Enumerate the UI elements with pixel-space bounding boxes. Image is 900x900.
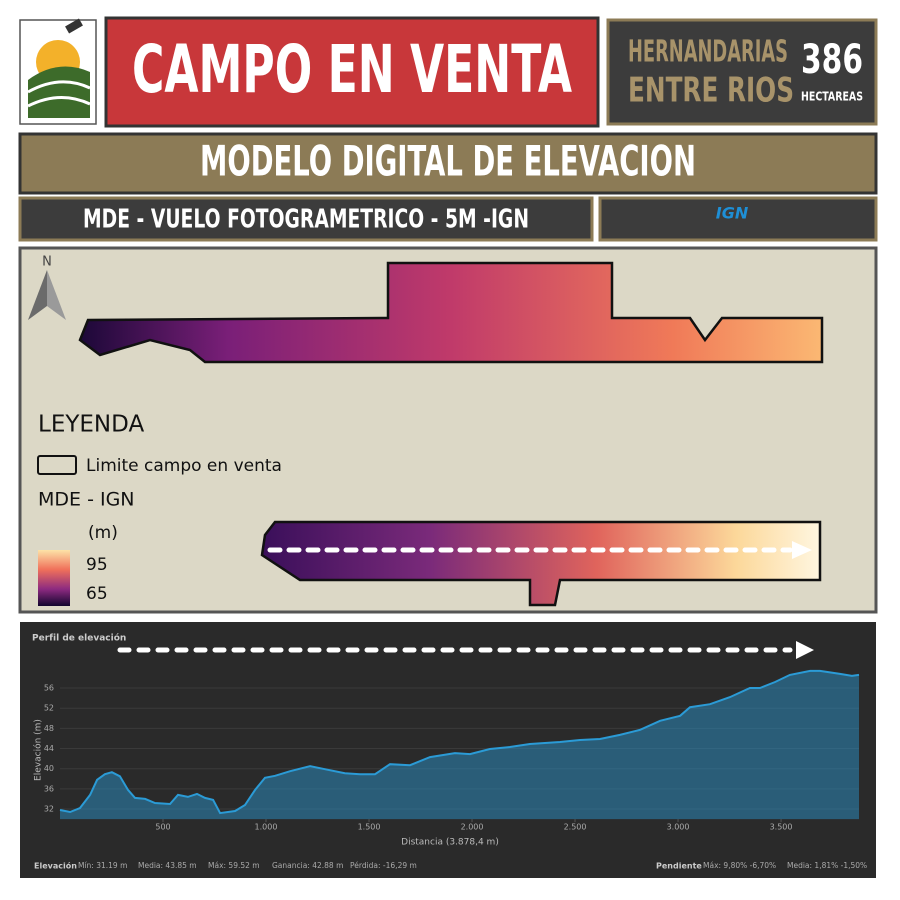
legend-min: 65: [86, 584, 108, 604]
area: [60, 670, 859, 820]
y-tick-label: 56: [44, 684, 54, 693]
source-logo: IGN: [716, 204, 749, 223]
stat: Ganancia: 42.88 m: [272, 861, 343, 870]
y-axis-label: Elevación (m): [33, 719, 44, 781]
parcel-boundary: [78, 261, 824, 364]
area-value: 386: [801, 37, 863, 83]
legend-label: Limite campo en venta: [86, 456, 282, 476]
x-tick-label: 2.500: [564, 823, 587, 832]
legend-label: MDE - IGN: [38, 489, 135, 511]
stats: Elevación Mín: 31.19 m Media: 43.85 m Máx: …: [34, 861, 867, 871]
title: CAMPO EN VENTA: [132, 31, 572, 108]
parcel-boundary: [260, 520, 822, 607]
location-line: ENTRE RIOS: [628, 71, 794, 111]
north-label: N: [42, 255, 52, 270]
stat: Mín: 31.19 m: [78, 861, 127, 870]
stat: Máx: 59.52 m: [208, 861, 260, 870]
stats-label: Elevación: [34, 861, 77, 871]
logo: [19, 18, 97, 125]
north-arrow: N: [28, 255, 66, 320]
title-box: [104, 16, 600, 128]
x-tick-label: 3.000: [667, 823, 690, 832]
line: [59, 669, 860, 815]
banner: MODELO DIGITAL DE ELEVACION: [200, 137, 696, 186]
legend-swatch: [37, 455, 77, 475]
source-box: [598, 196, 878, 242]
y-tick-label: 44: [44, 744, 54, 753]
chart-title: Perfil de elevación: [32, 633, 126, 644]
stat: Media: 1,81% -1,50%: [787, 861, 867, 870]
y-tick-label: 36: [44, 784, 54, 793]
x-tick-label: 1.500: [358, 823, 381, 832]
x-tick-label: 1.000: [255, 823, 278, 832]
profile-arrow: [796, 641, 814, 659]
y-tick-label: 52: [44, 704, 54, 713]
x-tick-label: 2.000: [461, 823, 484, 832]
y-tick-label: 40: [44, 764, 54, 773]
x-tick-label: 3.500: [770, 823, 793, 832]
y-tick-label: 48: [44, 724, 54, 733]
legend-ramp: [38, 550, 70, 606]
banner-box: [18, 132, 878, 195]
subtitle-box: [18, 196, 594, 242]
area-unit: HECTAREAS: [801, 90, 863, 104]
location-box: [606, 18, 878, 126]
y-tick-label: 32: [44, 805, 54, 814]
legend-title: LEYENDA: [38, 412, 144, 438]
stats-label: Pendiente: [656, 862, 702, 871]
profile-arrow: [792, 541, 812, 559]
legend: LEYENDA Limite campo en venta MDE - IGN …: [37, 412, 282, 606]
legend-unit: (m): [88, 523, 118, 543]
chart-panel: [20, 622, 876, 878]
stat: Pérdida: -16,29 m: [350, 861, 417, 870]
plot: 32 36 40 44 48 52 56 500 1.000 1.500 2.000 2.500 3.0…: [44, 669, 860, 832]
stat: Máx: 9,80% -6,70%: [703, 861, 776, 870]
location-line: HERNANDARIAS: [628, 35, 788, 70]
x-tick-label: 500: [155, 823, 170, 832]
stat: Media: 43.85 m: [138, 861, 197, 870]
x-axis-label: Distancia (3.878,4 m): [401, 838, 499, 848]
subtitle: MDE - VUELO FOTOGRAMETRICO - 5M -IGN: [83, 205, 529, 235]
legend-max: 95: [86, 555, 108, 575]
